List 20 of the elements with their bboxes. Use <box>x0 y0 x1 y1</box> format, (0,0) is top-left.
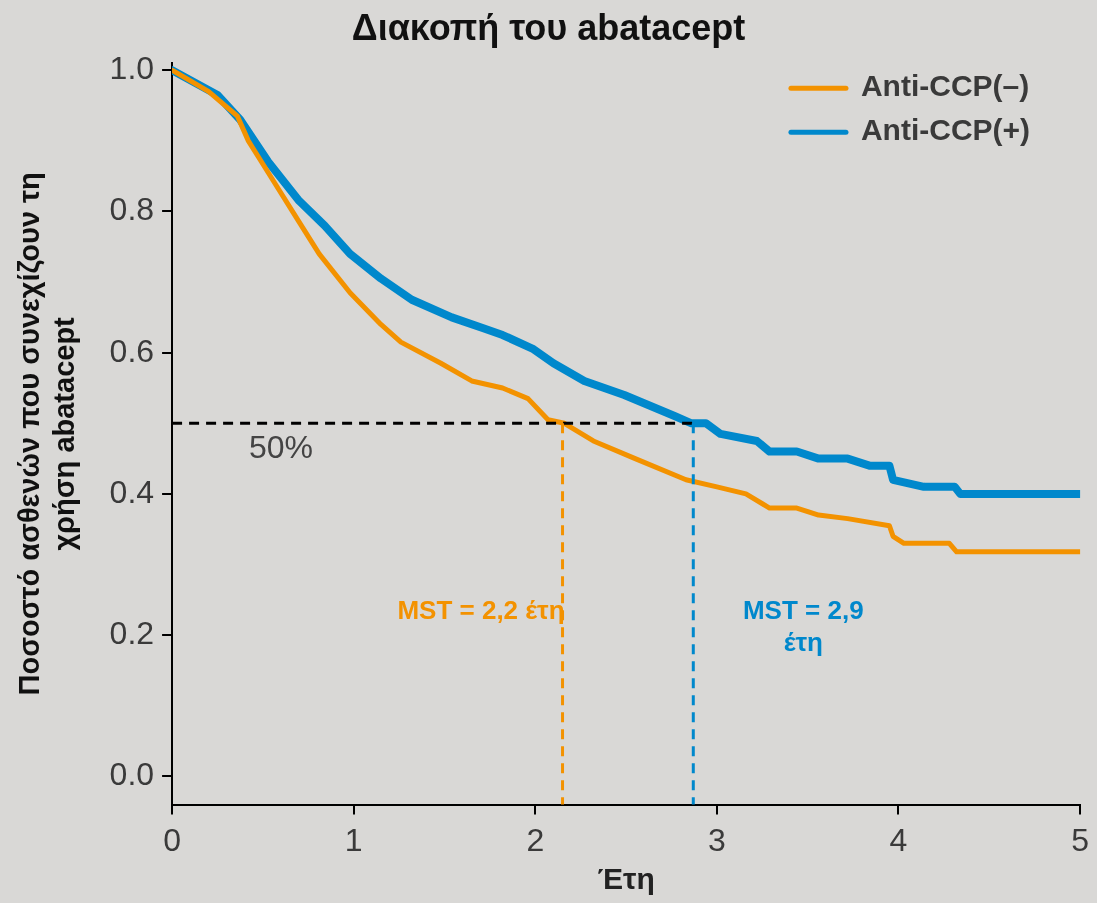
y-axis-title: Ποσοστό ασθενών που συνεχίζουν τη χρήση abatacept <box>13 172 81 696</box>
x-tick-label: 5 <box>1071 821 1089 858</box>
x-tick-label: 1 <box>344 821 363 858</box>
y-tick-label: 0.4 <box>109 473 155 510</box>
x-axis-title: Έτη <box>597 862 655 896</box>
legend-label: Anti-CCP(–) <box>860 69 1030 103</box>
ref-line-label: 50% <box>249 429 314 466</box>
x-tick-label: 2 <box>526 821 545 858</box>
y-tick-label: 0.8 <box>109 191 155 228</box>
y-tick-label: 1.0 <box>109 50 155 87</box>
chart-title: Διακοπή του abatacept <box>351 6 746 48</box>
x-tick-label: 4 <box>889 821 908 858</box>
ref-line-label: MST = 2,9 έτη <box>742 595 864 658</box>
y-tick-label: 0.0 <box>109 756 155 793</box>
x-tick-label: 3 <box>708 821 726 858</box>
ref-line-label: MST = 2,2 έτη <box>397 595 565 626</box>
legend-label: Anti-CCP(+) <box>860 113 1031 147</box>
y-tick-label: 0.2 <box>109 614 155 651</box>
y-tick-label: 0.6 <box>109 332 155 369</box>
x-tick-label: 0 <box>163 821 181 858</box>
